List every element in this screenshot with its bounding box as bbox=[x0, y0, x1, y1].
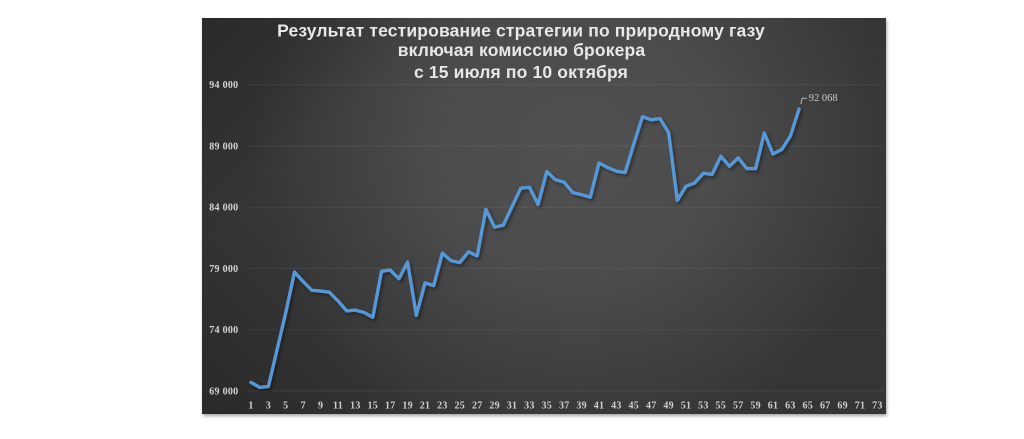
svg-text:39: 39 bbox=[576, 401, 587, 412]
svg-text:79 000: 79 000 bbox=[209, 264, 238, 275]
svg-text:15: 15 bbox=[368, 401, 379, 412]
svg-text:с 15 июля по 10 октября: с 15 июля по 10 октября bbox=[414, 62, 628, 82]
svg-text:45: 45 bbox=[629, 401, 640, 412]
svg-text:41: 41 bbox=[594, 401, 605, 412]
svg-text:51: 51 bbox=[681, 401, 692, 412]
svg-text:21: 21 bbox=[420, 401, 431, 412]
svg-text:11: 11 bbox=[333, 401, 343, 412]
svg-text:94 000: 94 000 bbox=[209, 80, 238, 91]
svg-text:59: 59 bbox=[750, 401, 761, 412]
svg-text:65: 65 bbox=[803, 401, 814, 412]
svg-text:Результат тестирование стратег: Результат тестирование стратегии по прир… bbox=[277, 20, 765, 40]
svg-text:53: 53 bbox=[698, 401, 709, 412]
svg-text:5: 5 bbox=[283, 401, 288, 412]
svg-text:69: 69 bbox=[837, 401, 848, 412]
svg-text:35: 35 bbox=[542, 401, 553, 412]
svg-text:17: 17 bbox=[385, 401, 396, 412]
svg-text:69 000: 69 000 bbox=[209, 387, 238, 398]
svg-text:3: 3 bbox=[266, 401, 271, 412]
svg-text:84 000: 84 000 bbox=[209, 203, 238, 214]
svg-text:63: 63 bbox=[785, 401, 796, 412]
svg-text:23: 23 bbox=[437, 401, 448, 412]
svg-text:89 000: 89 000 bbox=[209, 141, 238, 152]
svg-text:57: 57 bbox=[733, 401, 744, 412]
svg-text:33: 33 bbox=[524, 401, 535, 412]
svg-text:9: 9 bbox=[318, 401, 323, 412]
svg-text:27: 27 bbox=[472, 401, 483, 412]
svg-text:включая комиссию брокера: включая комиссию брокера bbox=[398, 40, 646, 60]
svg-text:49: 49 bbox=[663, 401, 674, 412]
svg-text:31: 31 bbox=[507, 401, 518, 412]
svg-text:47: 47 bbox=[646, 401, 657, 412]
svg-text:37: 37 bbox=[559, 401, 570, 412]
svg-text:67: 67 bbox=[820, 401, 831, 412]
svg-text:7: 7 bbox=[301, 401, 306, 412]
svg-text:29: 29 bbox=[489, 401, 500, 412]
svg-text:74 000: 74 000 bbox=[209, 325, 238, 336]
svg-text:61: 61 bbox=[768, 401, 779, 412]
svg-text:13: 13 bbox=[350, 401, 361, 412]
svg-text:25: 25 bbox=[455, 401, 466, 412]
svg-text:92 068: 92 068 bbox=[809, 93, 838, 104]
svg-text:73: 73 bbox=[872, 401, 883, 412]
svg-text:19: 19 bbox=[402, 401, 413, 412]
svg-text:43: 43 bbox=[611, 401, 622, 412]
svg-text:1: 1 bbox=[248, 401, 253, 412]
svg-text:55: 55 bbox=[716, 401, 727, 412]
svg-text:71: 71 bbox=[855, 401, 866, 412]
